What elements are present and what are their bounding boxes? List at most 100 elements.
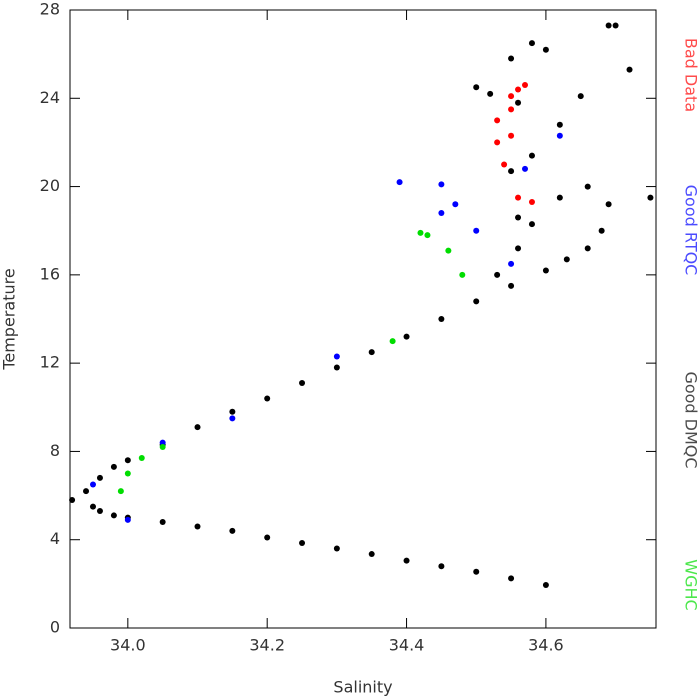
point	[508, 106, 515, 113]
y-tick-label: 20	[40, 176, 60, 195]
point	[333, 353, 340, 360]
point	[598, 227, 605, 234]
point	[159, 444, 166, 451]
point	[124, 457, 131, 464]
point	[89, 503, 96, 510]
point	[563, 256, 570, 263]
point	[626, 66, 633, 73]
point	[264, 534, 271, 541]
point	[438, 181, 445, 188]
x-tick-label: 34.6	[528, 636, 564, 655]
point	[83, 488, 90, 495]
point	[264, 395, 271, 402]
x-tick-label: 34.4	[389, 636, 425, 655]
point	[487, 90, 494, 97]
point	[515, 99, 522, 106]
point	[194, 424, 201, 431]
point	[508, 55, 515, 62]
point	[473, 227, 480, 234]
legend-entry: WGHC	[682, 559, 700, 610]
point	[299, 540, 306, 547]
point	[403, 557, 410, 564]
point	[584, 183, 591, 190]
point	[445, 247, 452, 254]
point	[508, 282, 515, 289]
point	[542, 581, 549, 588]
point	[647, 194, 654, 201]
point	[605, 22, 612, 29]
point	[159, 439, 166, 446]
point	[508, 260, 515, 267]
y-tick-label: 28	[40, 0, 60, 19]
point	[473, 84, 480, 91]
point	[389, 338, 396, 345]
point	[117, 488, 124, 495]
point	[584, 245, 591, 252]
plot-frame	[69, 9, 657, 629]
point	[508, 132, 515, 139]
point	[333, 545, 340, 552]
point	[528, 40, 535, 47]
point	[368, 551, 375, 558]
point	[96, 508, 103, 515]
point	[494, 139, 501, 146]
y-tick-label: 0	[50, 618, 60, 637]
point	[508, 575, 515, 582]
point	[528, 199, 535, 206]
point	[110, 512, 117, 519]
y-tick-label: 8	[50, 441, 60, 460]
point	[229, 527, 236, 534]
point	[605, 201, 612, 208]
point	[542, 267, 549, 274]
point	[96, 474, 103, 481]
point	[69, 496, 76, 503]
point	[417, 229, 424, 236]
point	[612, 22, 619, 29]
point	[522, 165, 529, 172]
point	[138, 455, 145, 462]
point	[494, 117, 501, 124]
point	[124, 470, 131, 477]
point	[515, 245, 522, 252]
point	[124, 516, 131, 523]
point	[577, 93, 584, 100]
point	[438, 316, 445, 322]
point	[515, 194, 522, 201]
point	[333, 364, 340, 371]
point	[515, 86, 522, 93]
point	[522, 82, 529, 89]
point	[556, 132, 563, 139]
x-tick-label: 34.0	[110, 636, 146, 655]
point	[528, 221, 535, 228]
y-tick-label: 24	[40, 88, 60, 107]
point	[424, 232, 431, 239]
point	[473, 568, 480, 575]
point	[438, 563, 445, 570]
point	[494, 271, 501, 278]
point	[452, 201, 459, 208]
point	[528, 152, 535, 159]
point	[556, 194, 563, 201]
point	[473, 298, 480, 305]
point	[556, 121, 563, 128]
point	[299, 380, 306, 387]
x-tick-label: 34.2	[249, 636, 285, 655]
point	[110, 463, 117, 470]
point	[229, 415, 236, 422]
x-axis-label: Salinity	[333, 678, 392, 697]
point	[396, 179, 403, 186]
point	[459, 271, 466, 278]
point	[515, 214, 522, 221]
point	[501, 161, 508, 168]
y-axis-label: Temperature	[0, 268, 19, 370]
point	[159, 519, 166, 526]
point	[194, 523, 201, 530]
y-tick-label: 4	[50, 529, 60, 548]
legend-entry: Good DMQC	[682, 371, 700, 468]
y-tick-label: 16	[40, 264, 60, 283]
point	[89, 481, 96, 488]
legend-entry: Good RTQC	[682, 185, 700, 276]
point	[368, 349, 375, 356]
point	[542, 46, 549, 53]
